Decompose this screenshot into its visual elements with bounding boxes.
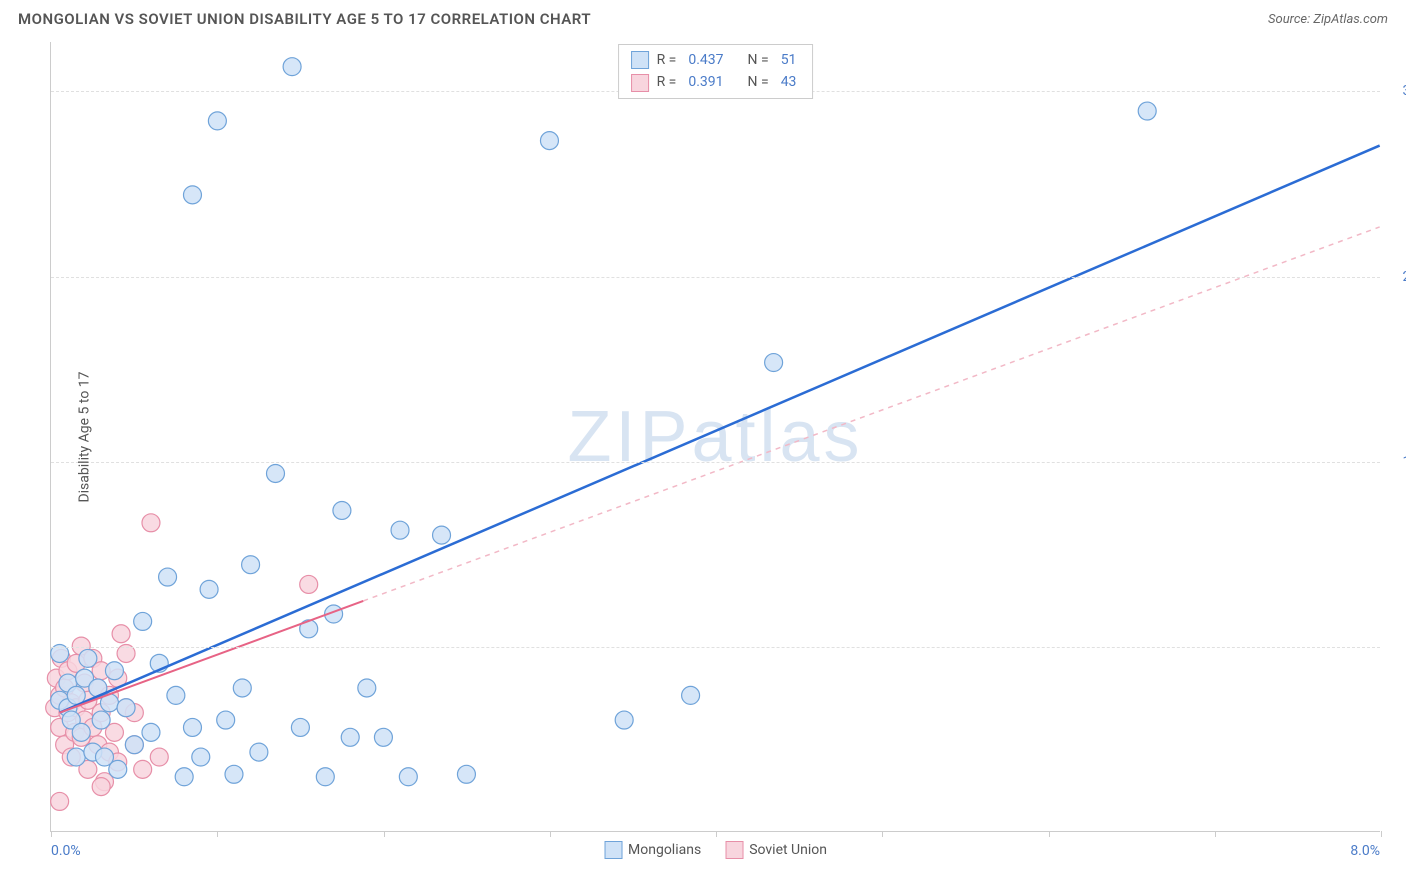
x-axis-max-label: 8.0% <box>1350 843 1380 859</box>
data-point <box>457 765 475 783</box>
series-legend-item: Soviet Union <box>725 841 827 859</box>
data-point <box>1138 102 1156 120</box>
legend-n-label: N = <box>748 71 769 93</box>
x-axis-min-label: 0.0% <box>51 843 81 859</box>
grid-line <box>51 647 1380 648</box>
data-point <box>134 612 152 630</box>
data-point <box>159 568 177 586</box>
legend-r-value: 0.391 <box>688 71 723 93</box>
plot-area: ZIPatlas 7.5%15.0%22.5%30.0% Disability … <box>50 42 1380 832</box>
data-point <box>105 662 123 680</box>
legend-row: R = 0.437 N = 51 <box>631 49 801 71</box>
x-tick <box>51 831 52 837</box>
x-tick <box>1049 831 1050 837</box>
data-point <box>79 649 97 667</box>
chart-header: MONGOLIAN VS SOVIET UNION DISABILITY AGE… <box>0 0 1406 34</box>
y-tick-label: 22.5% <box>1385 269 1406 285</box>
grid-line <box>51 277 1380 278</box>
x-tick <box>716 831 717 837</box>
data-point <box>615 711 633 729</box>
data-point <box>183 186 201 204</box>
data-point <box>316 768 334 786</box>
data-point <box>200 580 218 598</box>
grid-line <box>51 462 1380 463</box>
data-point <box>682 686 700 704</box>
data-point <box>300 575 318 593</box>
y-tick-label: 15.0% <box>1385 454 1406 470</box>
x-tick <box>882 831 883 837</box>
trend-line-extend <box>363 227 1379 601</box>
x-tick <box>384 831 385 837</box>
y-tick-label: 7.5% <box>1385 639 1406 655</box>
data-point <box>72 723 90 741</box>
data-point <box>225 765 243 783</box>
data-point <box>540 132 558 150</box>
data-point <box>399 768 417 786</box>
data-point <box>142 723 160 741</box>
data-point <box>433 526 451 544</box>
x-tick <box>1381 831 1382 837</box>
data-point <box>242 556 260 574</box>
x-tick <box>1215 831 1216 837</box>
data-point <box>233 679 251 697</box>
data-point <box>192 748 210 766</box>
x-tick <box>550 831 551 837</box>
data-point <box>142 514 160 532</box>
series-legend-item: Mongolians <box>604 841 701 859</box>
data-point <box>208 112 226 130</box>
data-point <box>125 736 143 754</box>
trend-line <box>60 146 1380 713</box>
data-point <box>92 711 110 729</box>
data-point <box>92 778 110 796</box>
series-legend: Mongolians Soviet Union <box>604 841 827 859</box>
data-point <box>109 760 127 778</box>
series-legend-label: Soviet Union <box>749 842 827 858</box>
data-point <box>112 625 130 643</box>
data-point <box>51 792 69 810</box>
data-point <box>150 748 168 766</box>
x-tick <box>217 831 218 837</box>
legend-swatch <box>725 841 743 859</box>
data-point <box>267 464 285 482</box>
correlation-legend: R = 0.437 N = 51 R = 0.391 N = 43 <box>618 44 814 99</box>
data-point <box>183 718 201 736</box>
legend-r-value: 0.437 <box>688 49 723 71</box>
chart-svg <box>51 42 1380 831</box>
chart-container: ZIPatlas 7.5%15.0%22.5%30.0% Disability … <box>50 42 1380 832</box>
data-point <box>250 743 268 761</box>
trend-line <box>60 601 364 713</box>
data-point <box>67 748 85 766</box>
legend-n-value: 51 <box>781 49 797 71</box>
y-axis-title: Disability Age 5 to 17 <box>77 371 93 502</box>
legend-swatch <box>604 841 622 859</box>
legend-r-label: R = <box>657 71 677 93</box>
data-point <box>391 521 409 539</box>
data-point <box>341 728 359 746</box>
legend-row: R = 0.391 N = 43 <box>631 71 801 93</box>
legend-swatch <box>631 74 649 92</box>
legend-n-value: 43 <box>781 71 797 93</box>
legend-r-label: R = <box>657 49 677 71</box>
chart-source: Source: ZipAtlas.com <box>1268 12 1388 27</box>
data-point <box>167 686 185 704</box>
data-point <box>117 699 135 717</box>
data-point <box>765 354 783 372</box>
data-point <box>283 58 301 76</box>
y-tick-label: 30.0% <box>1385 83 1406 99</box>
data-point <box>217 711 235 729</box>
chart-title: MONGOLIAN VS SOVIET UNION DISABILITY AGE… <box>18 10 591 28</box>
data-point <box>333 501 351 519</box>
legend-n-label: N = <box>748 49 769 71</box>
data-point <box>134 760 152 778</box>
data-point <box>374 728 392 746</box>
data-point <box>175 768 193 786</box>
data-point <box>358 679 376 697</box>
legend-swatch <box>631 51 649 69</box>
data-point <box>291 718 309 736</box>
series-legend-label: Mongolians <box>628 842 701 858</box>
